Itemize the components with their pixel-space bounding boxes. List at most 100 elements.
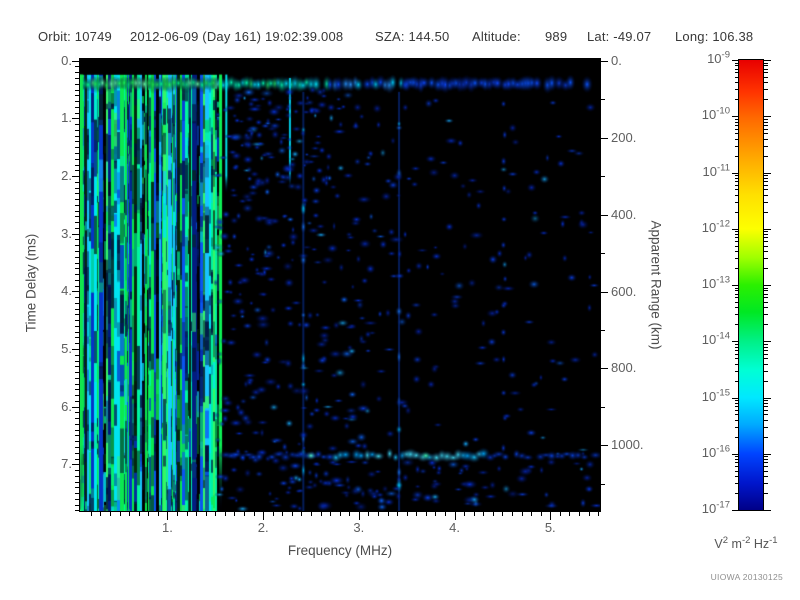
colorbar-minor-tick bbox=[764, 470, 768, 472]
y-minor-tick bbox=[75, 337, 79, 339]
y-minor-tick bbox=[75, 89, 79, 91]
y-minor-tick bbox=[75, 458, 79, 460]
y-minor-tick bbox=[75, 101, 79, 103]
colorbar-minor-tick bbox=[735, 62, 739, 64]
colorbar-minor-tick bbox=[735, 245, 739, 247]
y-minor-tick bbox=[75, 95, 79, 97]
y-minor-tick bbox=[75, 395, 79, 397]
x-minor-tick bbox=[272, 512, 274, 516]
colorbar-minor-tick bbox=[735, 124, 739, 126]
y-major-tick bbox=[72, 233, 79, 235]
x-minor-tick bbox=[540, 512, 542, 516]
x-minor-tick bbox=[90, 512, 92, 516]
x-minor-tick bbox=[291, 512, 293, 516]
y-minor-tick bbox=[75, 262, 79, 264]
y-minor-tick bbox=[75, 274, 79, 276]
colorbar-minor-tick bbox=[764, 400, 768, 402]
y-major-tick bbox=[72, 464, 79, 466]
y-minor-tick bbox=[75, 158, 79, 160]
colorbar-decade-label: 10-17 bbox=[701, 499, 730, 516]
colorbar-minor-tick bbox=[764, 201, 768, 203]
colorbar-minor-tick bbox=[764, 476, 768, 478]
colorbar-minor-tick bbox=[764, 189, 768, 191]
x-tick-label: 5. bbox=[544, 520, 556, 535]
colorbar-minor-tick bbox=[764, 211, 768, 213]
colorbar-major-tick bbox=[764, 60, 771, 61]
y-tick-label: 5. bbox=[61, 340, 72, 356]
colorbar-minor-tick bbox=[764, 177, 768, 179]
colorbar-minor-tick bbox=[735, 436, 739, 438]
colorbar-major-tick bbox=[732, 341, 739, 343]
colorbar-minor-tick bbox=[735, 307, 739, 309]
colorbar-minor-tick bbox=[764, 466, 768, 468]
y-minor-tick bbox=[75, 487, 79, 489]
y-minor-tick bbox=[75, 112, 79, 114]
colorbar-minor-tick bbox=[764, 241, 768, 243]
colorbar-decade-label: 10-9 bbox=[707, 49, 730, 66]
colorbar-minor-tick bbox=[735, 184, 739, 186]
colorbar-minor-tick bbox=[764, 406, 768, 408]
colorbar-minor-tick bbox=[735, 65, 739, 67]
header-item: 989 bbox=[545, 29, 568, 44]
colorbar-minor-tick bbox=[764, 145, 768, 147]
y-minor-tick bbox=[75, 279, 79, 281]
x-minor-tick bbox=[368, 512, 370, 516]
colorbar-decade-label: 10-16 bbox=[701, 443, 730, 460]
y-minor-tick bbox=[75, 141, 79, 143]
x-minor-tick bbox=[177, 512, 179, 516]
colorbar-minor-tick bbox=[764, 307, 768, 309]
colorbar-minor-tick bbox=[764, 237, 768, 239]
colorbar-minor-tick bbox=[764, 124, 768, 126]
colorbar-minor-tick bbox=[735, 414, 739, 416]
x-minor-tick bbox=[320, 512, 322, 516]
colorbar-minor-tick bbox=[735, 353, 739, 355]
colorbar-major-tick bbox=[764, 397, 771, 399]
colorbar-minor-tick bbox=[735, 241, 739, 243]
y-minor-tick bbox=[75, 354, 79, 356]
colorbar-minor-tick bbox=[764, 118, 768, 120]
y-minor-tick bbox=[75, 147, 79, 149]
y-minor-tick bbox=[75, 441, 79, 443]
x-minor-tick bbox=[492, 512, 494, 516]
colorbar-minor-tick bbox=[764, 419, 768, 421]
range-major-tick bbox=[601, 60, 608, 62]
y-minor-tick bbox=[75, 302, 79, 304]
x-minor-tick bbox=[110, 512, 112, 516]
y-minor-tick bbox=[75, 412, 79, 414]
colorbar-minor-tick bbox=[764, 184, 768, 186]
colorbar-minor-tick bbox=[764, 245, 768, 247]
x-minor-tick bbox=[397, 512, 399, 516]
x-minor-tick bbox=[598, 512, 600, 516]
y-tick-label: 3. bbox=[61, 225, 72, 241]
y-minor-tick bbox=[75, 124, 79, 126]
range-major-tick bbox=[601, 291, 608, 293]
range-tick-label: 400. bbox=[611, 206, 637, 222]
colorbar-minor-tick bbox=[764, 493, 768, 495]
colorbar-minor-tick bbox=[735, 268, 739, 270]
colorbar-minor-tick bbox=[735, 363, 739, 365]
range-minor-tick bbox=[601, 99, 605, 101]
y-minor-tick bbox=[75, 245, 79, 247]
colorbar-minor-tick bbox=[764, 402, 768, 404]
y-minor-tick bbox=[75, 325, 79, 327]
colorbar-major-tick bbox=[764, 341, 771, 343]
colorbar-minor-tick bbox=[735, 177, 739, 179]
colorbar-minor-tick bbox=[764, 62, 768, 64]
colorbar-minor-tick bbox=[735, 402, 739, 404]
y-tick-label: 7. bbox=[61, 456, 72, 472]
y-minor-tick bbox=[75, 504, 79, 506]
y-minor-tick bbox=[75, 216, 79, 218]
range-major-tick bbox=[601, 368, 608, 370]
y-minor-tick bbox=[75, 314, 79, 316]
y-minor-tick bbox=[75, 152, 79, 154]
colorbar-major-tick bbox=[732, 60, 739, 61]
colorbar-major-tick bbox=[764, 285, 771, 286]
range-tick-label: 600. bbox=[611, 283, 637, 299]
y-minor-tick bbox=[75, 418, 79, 420]
colorbar-minor-tick bbox=[764, 68, 768, 70]
colorbar-minor-tick bbox=[764, 363, 768, 365]
y-minor-tick bbox=[75, 268, 79, 270]
x-minor-tick bbox=[511, 512, 513, 516]
colorbar-minor-tick bbox=[735, 89, 739, 91]
